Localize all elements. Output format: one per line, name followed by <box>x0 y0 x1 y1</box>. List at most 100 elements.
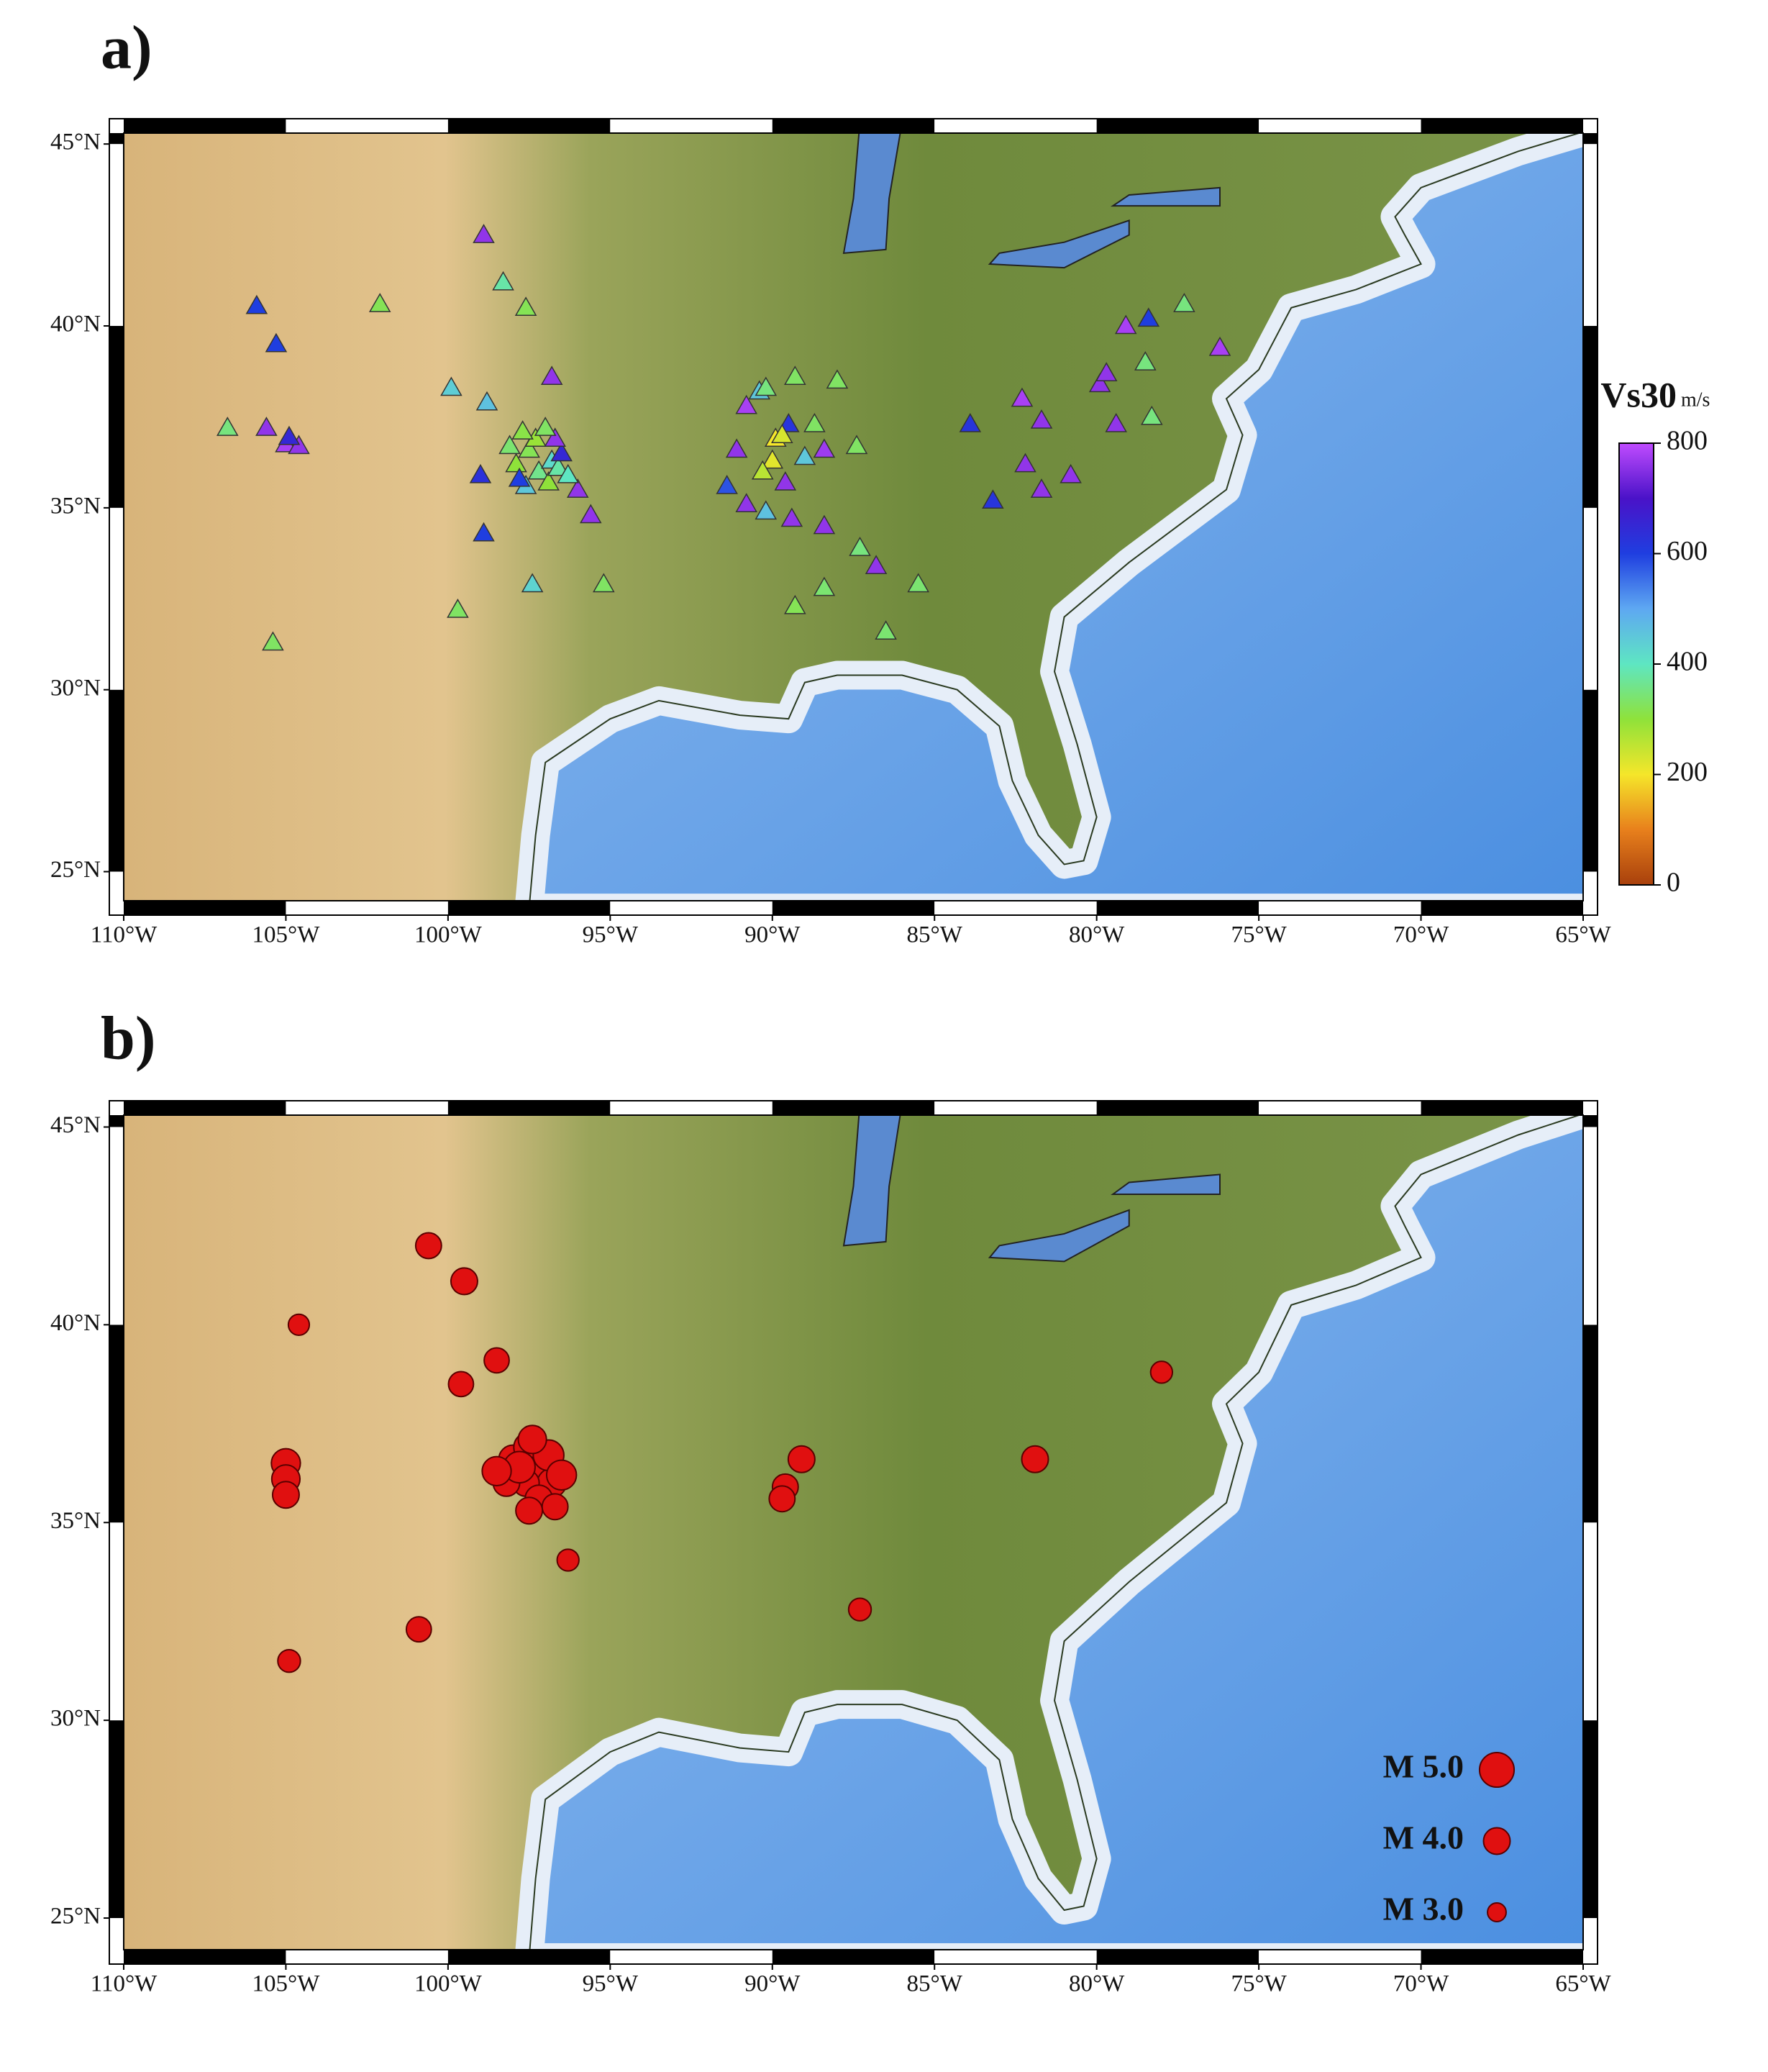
station <box>751 460 774 480</box>
x-tick-label: 70°W <box>1393 922 1449 948</box>
station <box>803 413 826 432</box>
coastline <box>529 133 1582 901</box>
frame-segment <box>772 1101 935 1115</box>
frame-segment <box>447 901 611 915</box>
station <box>982 489 1004 509</box>
frame-segment <box>109 1115 124 1127</box>
station <box>1208 336 1231 356</box>
station <box>537 471 560 491</box>
y-tick-label: 35°N <box>50 493 101 519</box>
earthquake <box>787 1445 816 1473</box>
earthquake <box>450 1267 478 1296</box>
station <box>1134 351 1157 371</box>
earthquake <box>414 1232 442 1260</box>
earthquake <box>447 1371 475 1398</box>
lake <box>842 1115 901 1247</box>
frame-segment <box>109 689 124 872</box>
legend-label: M 3.0 <box>1383 1891 1464 1927</box>
frame-segment <box>109 507 124 690</box>
frame-segment <box>109 1918 124 1950</box>
station <box>771 424 793 443</box>
frame-segment <box>934 119 1097 133</box>
colorbar <box>1618 442 1654 886</box>
x-tick-label: 75°W <box>1231 1971 1287 1997</box>
station <box>784 365 806 386</box>
y-tick-label: 30°N <box>50 1706 101 1732</box>
frame-segment <box>772 901 935 915</box>
frame-segment <box>1421 1950 1583 1964</box>
frame-segment <box>610 1101 773 1115</box>
frame-segment <box>610 901 773 915</box>
colorbar-tick-label: 200 <box>1667 757 1708 787</box>
frame-segment <box>447 1101 611 1115</box>
frame-segment <box>1583 689 1598 872</box>
frame-segment <box>124 901 286 915</box>
station <box>278 425 301 445</box>
y-tick-label: 25°N <box>50 1904 101 1930</box>
station <box>826 369 849 389</box>
frame-segment <box>286 119 448 133</box>
station <box>755 500 778 520</box>
station <box>216 417 239 436</box>
x-tick-label: 80°W <box>1069 1971 1125 1997</box>
earthquake <box>541 1493 569 1521</box>
x-tick-label: 90°W <box>744 1971 801 1997</box>
frame-segment <box>1583 1522 1598 1721</box>
frame-segment <box>1583 1115 1598 1127</box>
colorbar-tick-label: 800 <box>1667 426 1708 456</box>
coastline <box>529 1115 1582 1950</box>
x-tick-label: 100°W <box>414 1971 483 1997</box>
frame-segment <box>109 144 124 327</box>
frame-outline <box>109 118 1598 916</box>
station <box>845 435 868 455</box>
earthquake <box>483 1347 510 1374</box>
station <box>725 438 748 458</box>
frame-segment <box>1583 1918 1598 1950</box>
station <box>475 391 498 411</box>
station <box>540 365 563 386</box>
lake <box>842 133 901 254</box>
station <box>514 296 537 316</box>
station <box>262 631 284 651</box>
station <box>550 442 573 462</box>
panel-label: b) <box>101 1004 155 1073</box>
frame-segment <box>1421 1101 1583 1115</box>
map-outline <box>123 132 1584 901</box>
colorbar-label: Vs30 <box>1600 374 1677 414</box>
lake <box>1111 1173 1221 1195</box>
y-tick-label: 40°N <box>50 1310 101 1336</box>
station <box>716 475 738 494</box>
x-tick-label: 95°W <box>583 922 639 948</box>
frame-segment <box>1583 133 1598 145</box>
legend-marker <box>1487 1902 1507 1922</box>
x-tick-label: 75°W <box>1231 922 1287 948</box>
station <box>1114 314 1137 335</box>
station <box>1095 362 1118 382</box>
station <box>544 427 566 447</box>
station <box>534 417 557 436</box>
earthquake <box>1021 1445 1049 1473</box>
y-tick-label: 45°N <box>50 1112 101 1138</box>
colorbar-tick-label: 600 <box>1667 536 1708 566</box>
frame-segment <box>1583 326 1598 508</box>
frame-segment <box>1583 1324 1598 1523</box>
map-layer <box>124 1115 1583 1950</box>
y-tick-label: 30°N <box>50 675 101 701</box>
frame-segment <box>286 1101 448 1115</box>
lake <box>988 1209 1130 1263</box>
frame-segment <box>124 119 286 133</box>
earthquake <box>1149 1360 1174 1384</box>
station <box>593 573 615 593</box>
station <box>255 417 278 436</box>
x-tick-label: 70°W <box>1393 1971 1449 1997</box>
station <box>265 332 288 353</box>
station <box>755 376 778 396</box>
frame-segment <box>1096 119 1259 133</box>
station <box>875 620 897 640</box>
station <box>508 467 531 487</box>
x-tick-label: 105°W <box>252 922 321 948</box>
x-tick-label: 90°W <box>744 922 801 948</box>
earthquake <box>545 1459 578 1491</box>
